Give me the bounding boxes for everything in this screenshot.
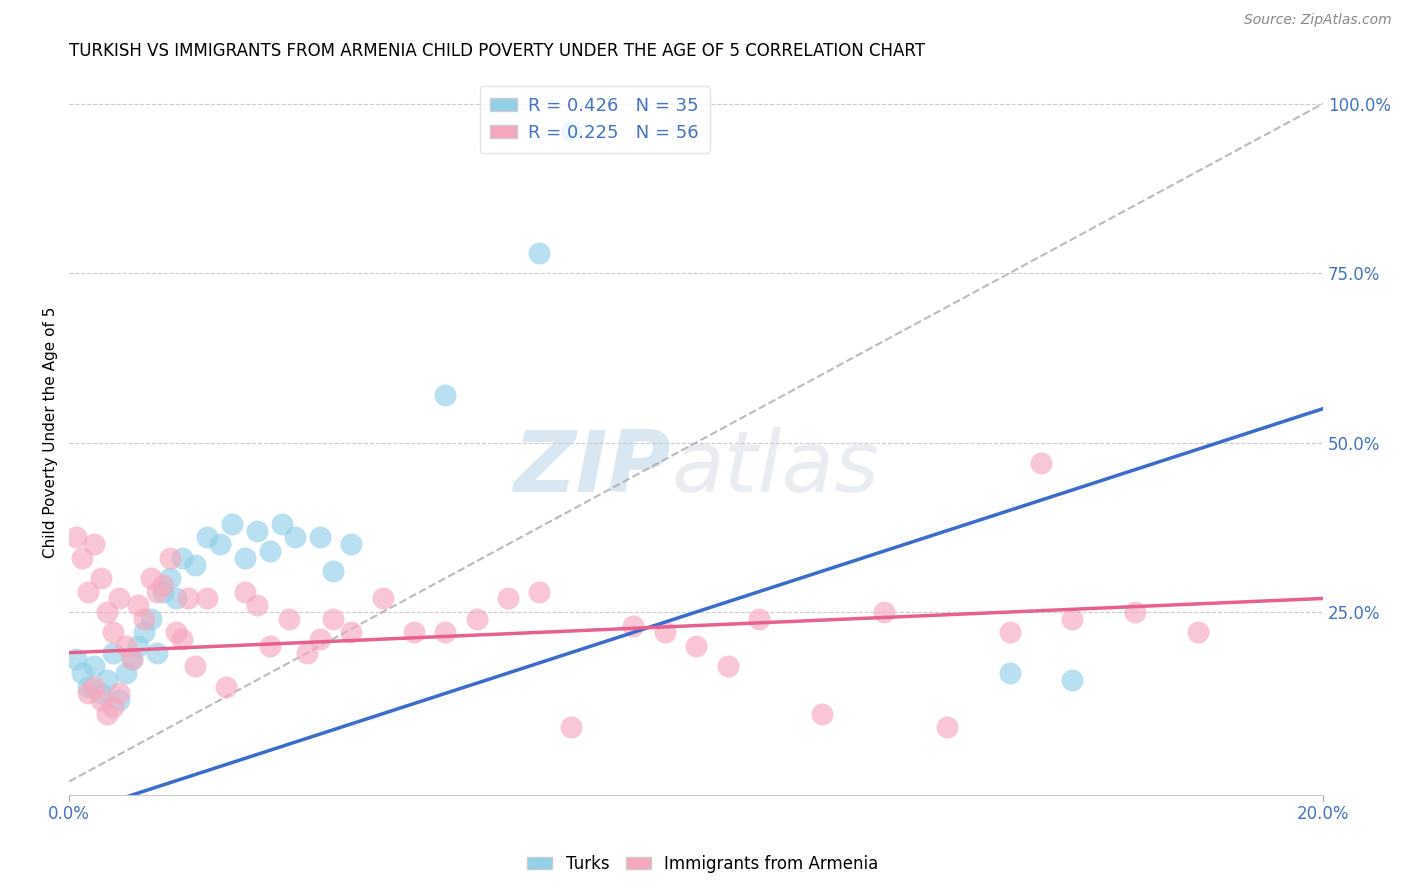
Point xyxy=(434,625,457,640)
Point xyxy=(340,625,363,640)
Point xyxy=(246,524,269,538)
Point xyxy=(810,706,832,721)
Point xyxy=(139,571,162,585)
Point xyxy=(152,578,174,592)
Point xyxy=(998,666,1021,681)
Point xyxy=(309,632,332,647)
Point xyxy=(127,639,149,653)
Point xyxy=(83,659,105,673)
Point xyxy=(183,558,205,572)
Point xyxy=(146,646,169,660)
Point xyxy=(183,659,205,673)
Legend: R = 0.426   N = 35, R = 0.225   N = 56: R = 0.426 N = 35, R = 0.225 N = 56 xyxy=(479,86,710,153)
Point xyxy=(998,625,1021,640)
Point xyxy=(221,516,243,531)
Point xyxy=(96,605,118,619)
Point xyxy=(371,591,394,606)
Point xyxy=(134,625,156,640)
Point xyxy=(259,544,281,558)
Legend: Turks, Immigrants from Armenia: Turks, Immigrants from Armenia xyxy=(520,848,886,880)
Point xyxy=(246,599,269,613)
Point xyxy=(121,652,143,666)
Point xyxy=(284,531,307,545)
Point xyxy=(1123,605,1146,619)
Text: atlas: atlas xyxy=(671,427,879,510)
Point xyxy=(560,123,582,137)
Point xyxy=(172,550,194,565)
Point xyxy=(90,686,112,700)
Point xyxy=(434,388,457,402)
Point xyxy=(108,591,131,606)
Point xyxy=(1062,673,1084,687)
Point xyxy=(233,550,256,565)
Point xyxy=(83,680,105,694)
Point xyxy=(322,565,344,579)
Point xyxy=(309,531,332,545)
Point xyxy=(277,612,299,626)
Point xyxy=(70,550,93,565)
Point xyxy=(340,537,363,551)
Point xyxy=(159,550,181,565)
Point xyxy=(623,618,645,632)
Point xyxy=(96,706,118,721)
Point xyxy=(195,531,218,545)
Point xyxy=(560,720,582,734)
Point xyxy=(496,591,519,606)
Point xyxy=(716,659,738,673)
Point xyxy=(83,537,105,551)
Point xyxy=(1187,625,1209,640)
Point xyxy=(402,625,425,640)
Point xyxy=(654,625,676,640)
Point xyxy=(215,680,238,694)
Point xyxy=(101,700,124,714)
Point xyxy=(101,625,124,640)
Point xyxy=(127,599,149,613)
Text: Source: ZipAtlas.com: Source: ZipAtlas.com xyxy=(1244,13,1392,28)
Point xyxy=(77,584,100,599)
Point xyxy=(748,612,770,626)
Point xyxy=(271,516,294,531)
Point xyxy=(177,591,200,606)
Point xyxy=(172,632,194,647)
Point xyxy=(873,605,896,619)
Point xyxy=(70,666,93,681)
Point xyxy=(465,612,488,626)
Text: ZIP: ZIP xyxy=(513,427,671,510)
Point xyxy=(65,531,87,545)
Point xyxy=(159,571,181,585)
Point xyxy=(233,584,256,599)
Point xyxy=(65,652,87,666)
Point xyxy=(322,612,344,626)
Point xyxy=(529,584,551,599)
Point xyxy=(165,625,187,640)
Point xyxy=(297,646,319,660)
Point xyxy=(1029,456,1052,470)
Point xyxy=(936,720,959,734)
Point xyxy=(146,584,169,599)
Point xyxy=(114,639,136,653)
Point xyxy=(90,571,112,585)
Point xyxy=(1062,612,1084,626)
Point xyxy=(134,612,156,626)
Point xyxy=(139,612,162,626)
Point xyxy=(108,693,131,707)
Point xyxy=(114,666,136,681)
Point xyxy=(121,652,143,666)
Point xyxy=(208,537,231,551)
Point xyxy=(77,680,100,694)
Y-axis label: Child Poverty Under the Age of 5: Child Poverty Under the Age of 5 xyxy=(44,307,58,558)
Point xyxy=(685,639,707,653)
Point xyxy=(96,673,118,687)
Text: TURKISH VS IMMIGRANTS FROM ARMENIA CHILD POVERTY UNDER THE AGE OF 5 CORRELATION : TURKISH VS IMMIGRANTS FROM ARMENIA CHILD… xyxy=(69,42,925,60)
Point xyxy=(101,646,124,660)
Point xyxy=(259,639,281,653)
Point xyxy=(77,686,100,700)
Point xyxy=(529,245,551,260)
Point xyxy=(165,591,187,606)
Point xyxy=(108,686,131,700)
Point xyxy=(195,591,218,606)
Point xyxy=(90,693,112,707)
Point xyxy=(152,584,174,599)
